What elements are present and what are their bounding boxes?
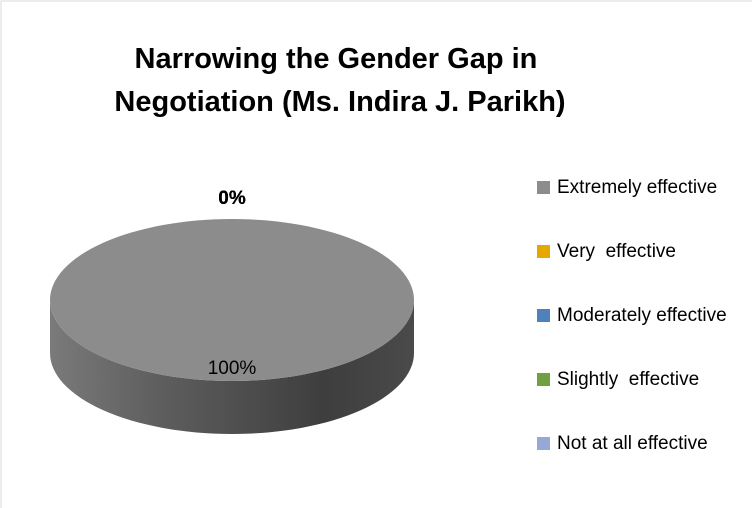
data-label: 0%	[218, 188, 246, 209]
legend-label: Not at all effective	[557, 433, 708, 454]
legend-item: Slightly effective	[537, 364, 737, 395]
legend-label: Extremely effective	[557, 177, 718, 198]
legend-swatch	[537, 309, 550, 322]
legend-label: Moderately effective	[557, 305, 727, 326]
data-label: 0%	[218, 188, 246, 209]
data-label: 0%	[218, 188, 246, 209]
legend-label: Very effective	[557, 241, 676, 262]
legend-swatch	[537, 373, 550, 386]
legend-swatch	[537, 181, 550, 194]
slice-side	[50, 300, 414, 434]
legend-item: Very effective	[537, 236, 737, 267]
legend-item: Moderately effective	[537, 300, 737, 331]
data-label: 100%	[208, 358, 257, 379]
legend-swatch	[537, 437, 550, 450]
legend-item: Extremely effective	[537, 172, 737, 203]
chart-title: Narrowing the Gender Gap in Negotiation …	[114, 43, 565, 118]
data-label: 0%	[218, 188, 246, 209]
slice	[50, 219, 414, 381]
legend-label: Slightly effective	[557, 369, 700, 390]
legend-item: Not at all effective	[537, 428, 737, 459]
legend-swatch	[537, 245, 550, 258]
